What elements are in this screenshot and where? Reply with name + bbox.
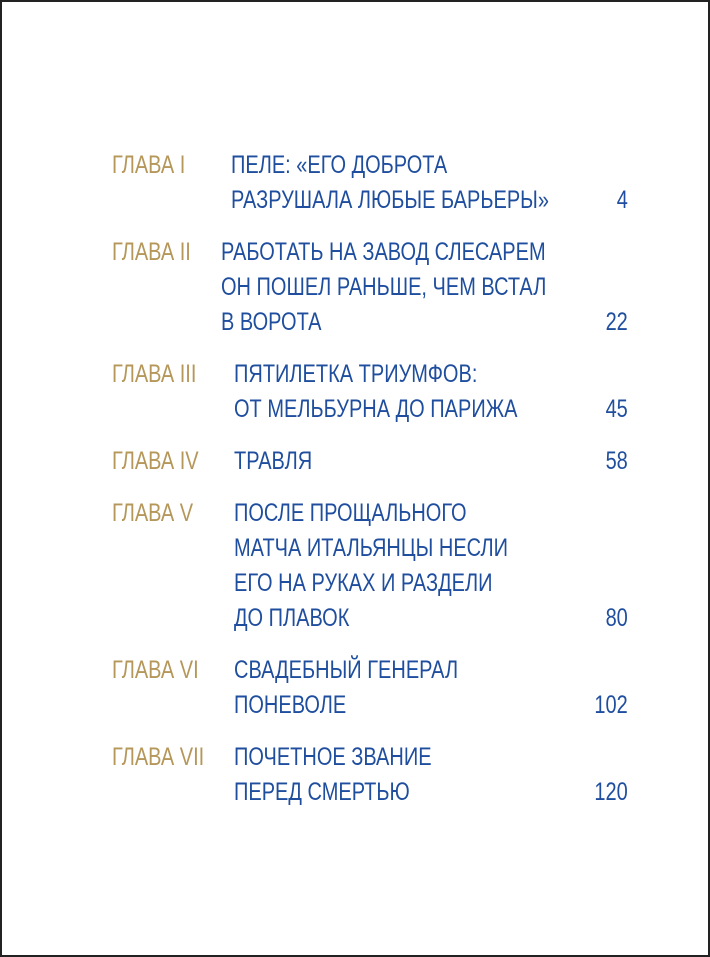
chapter-title-text: ТРАВЛЯ [234, 447, 313, 475]
toc-entry[interactable]: ГЛАВА V ПОСЛЕ ПРОЩАЛЬНОГО МАТЧА ИТАЛЬЯНЦЫ … [112, 496, 628, 636]
page-number: 45 [600, 392, 628, 427]
page-number-text: 102 [594, 691, 628, 719]
chapter-title-line: ПЯТИЛЕТКА ТРИУМФОВ: [234, 357, 628, 392]
chapter-title: ПЕЛЕ: «ЕГО ДОБРОТА РАЗРУШАЛА ЛЮБЫЕ БАРЬЕР… [231, 148, 629, 218]
chapter-title-text: ПОСЛЕ ПРОЩАЛЬНОГО [234, 499, 467, 527]
chapter-title-text: СВАДЕБНЫЙ ГЕНЕРАЛ [234, 656, 459, 684]
toc-entry[interactable]: ГЛАВА II РАБОТАТЬ НА ЗАВОД СЛЕСАРЕМ ОН ПОШ… [112, 235, 628, 340]
table-of-contents: ГЛАВА I ПЕЛЕ: «ЕГО ДОБРОТА РАЗРУШАЛА ЛЮБЫЕ… [112, 148, 628, 827]
chapter-title-line: ОТ МЕЛЬБУРНА ДО ПАРИЖА [234, 392, 628, 427]
chapter-title-line: ОН ПОШЕЛ РАНЬШЕ, ЧЕМ ВСТАЛ [221, 270, 628, 305]
chapter-title-text: ОН ПОШЕЛ РАНЬШЕ, ЧЕМ ВСТАЛ [221, 273, 547, 301]
chapter-label-text: ГЛАВА VI [112, 656, 199, 684]
toc-entry[interactable]: ГЛАВА III ПЯТИЛЕТКА ТРИУМФОВ: ОТ МЕЛЬБУРНА… [112, 357, 628, 427]
page-number-text: 120 [594, 778, 628, 806]
page-number: 58 [600, 444, 628, 479]
chapter-label: ГЛАВА IV [112, 444, 234, 479]
chapter-title-line: ПОЧЕТНОЕ ЗВАНИЕ [234, 740, 628, 775]
chapter-title-line: МАТЧА ИТАЛЬЯНЦЫ НЕСЛИ [234, 531, 628, 566]
chapter-label-text: ГЛАВА IV [112, 447, 199, 475]
page-number: 4 [614, 183, 628, 218]
chapter-label-text: ГЛАВА III [112, 360, 197, 388]
chapter-title-line: ПЕЛЕ: «ЕГО ДОБРОТА [231, 148, 629, 183]
chapter-title-text: МАТЧА ИТАЛЬЯНЦЫ НЕСЛИ [234, 534, 508, 562]
chapter-label-text: ГЛАВА II [112, 238, 191, 266]
chapter-title: СВАДЕБНЫЙ ГЕНЕРАЛ ПОНЕВОЛЕ [234, 653, 628, 723]
chapter-title-text: РАБОТАТЬ НА ЗАВОД СЛЕСАРЕМ [221, 238, 546, 266]
chapter-title-text: ЕГО НА РУКАХ И РАЗДЕЛИ [234, 569, 493, 597]
chapter-title-line: ПЕРЕД СМЕРТЬЮ [234, 775, 628, 810]
chapter-label-text: ГЛАВА VII [112, 743, 205, 771]
chapter-label: ГЛАВА II [112, 235, 221, 340]
chapter-title: РАБОТАТЬ НА ЗАВОД СЛЕСАРЕМ ОН ПОШЕЛ РАНЬШ… [221, 235, 628, 340]
chapter-title-text: РАЗРУШАЛА ЛЮБЫЕ БАРЬЕРЫ» [230, 186, 549, 214]
page-number-text: 80 [605, 604, 628, 632]
chapter-label: ГЛАВА V [112, 496, 234, 636]
chapter-title: ПЯТИЛЕТКА ТРИУМФОВ: ОТ МЕЛЬБУРНА ДО ПАРИЖ… [234, 357, 628, 427]
chapter-title-text: ПЕЛЕ: «ЕГО ДОБРОТА [230, 151, 447, 179]
chapter-title: ПОСЛЕ ПРОЩАЛЬНОГО МАТЧА ИТАЛЬЯНЦЫ НЕСЛИ ЕГ… [234, 496, 628, 636]
page-number: 80 [600, 601, 628, 636]
page-number-text: 22 [605, 308, 628, 336]
chapter-title-text: ПОЧЕТНОЕ ЗВАНИЕ [234, 743, 432, 771]
toc-entry[interactable]: ГЛАВА IV ТРАВЛЯ 58 [112, 444, 628, 479]
chapter-title-line: СВАДЕБНЫЙ ГЕНЕРАЛ [234, 653, 628, 688]
chapter-title-text: ОТ МЕЛЬБУРНА ДО ПАРИЖА [234, 395, 518, 423]
chapter-title-text: ПОНЕВОЛЕ [234, 691, 347, 719]
chapter-title-text: ПЯТИЛЕТКА ТРИУМФОВ: [234, 360, 478, 388]
chapter-title-line: ПОСЛЕ ПРОЩАЛЬНОГО [234, 496, 628, 531]
page-number-text: 4 [616, 186, 628, 214]
chapter-title-text: В ВОРОТА [221, 308, 322, 336]
chapter-title-line: ЕГО НА РУКАХ И РАЗДЕЛИ [234, 566, 628, 601]
chapter-label: ГЛАВА III [112, 357, 234, 427]
chapter-title-text: ПЕРЕД СМЕРТЬЮ [234, 778, 410, 806]
chapter-label: ГЛАВА VI [112, 653, 234, 723]
chapter-label-text: ГЛАВА V [112, 499, 194, 527]
chapter-title-line: В ВОРОТА [221, 305, 628, 340]
page-number: 102 [586, 688, 628, 723]
toc-entry[interactable]: ГЛАВА VII ПОЧЕТНОЕ ЗВАНИЕ ПЕРЕД СМЕРТЬЮ 120 [112, 740, 628, 810]
toc-entry[interactable]: ГЛАВА I ПЕЛЕ: «ЕГО ДОБРОТА РАЗРУШАЛА ЛЮБЫЕ… [112, 148, 628, 218]
chapter-title-line: РАБОТАТЬ НА ЗАВОД СЛЕСАРЕМ [221, 235, 628, 270]
page-number-text: 58 [605, 447, 628, 475]
chapter-title-line: ПОНЕВОЛЕ [234, 688, 628, 723]
chapter-title: ТРАВЛЯ [234, 444, 628, 479]
page-number: 120 [586, 775, 628, 810]
toc-entry[interactable]: ГЛАВА VI СВАДЕБНЫЙ ГЕНЕРАЛ ПОНЕВОЛЕ 102 [112, 653, 628, 723]
page-number: 22 [600, 305, 628, 340]
chapter-title-line: РАЗРУШАЛА ЛЮБЫЕ БАРЬЕРЫ» [231, 183, 629, 218]
chapter-label: ГЛАВА VII [112, 740, 234, 810]
chapter-title: ПОЧЕТНОЕ ЗВАНИЕ ПЕРЕД СМЕРТЬЮ [234, 740, 628, 810]
chapter-label-text: ГЛАВА I [112, 151, 186, 179]
page-number-text: 45 [605, 395, 628, 423]
chapter-label: ГЛАВА I [112, 148, 231, 218]
chapter-title-line: ДО ПЛАВОК [234, 601, 628, 636]
chapter-title-text: ДО ПЛАВОК [234, 604, 350, 632]
chapter-title-line: ТРАВЛЯ [234, 444, 628, 479]
